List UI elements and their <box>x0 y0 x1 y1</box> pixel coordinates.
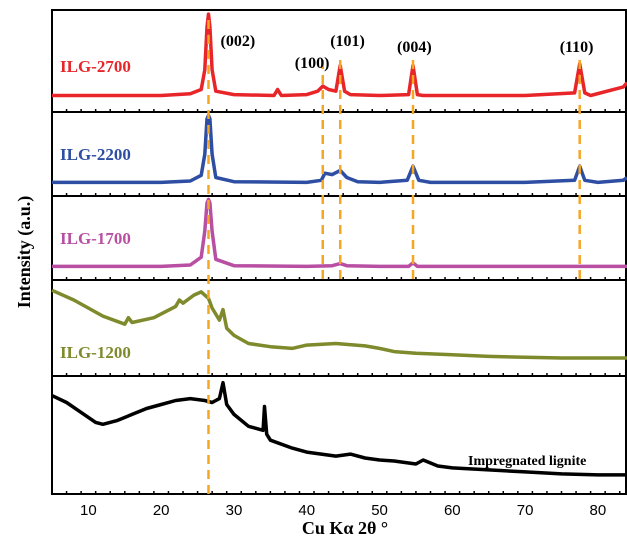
x-tick-label: 70 <box>517 502 534 519</box>
series-line <box>52 113 627 185</box>
peak-label: (110) <box>560 39 594 56</box>
peak-label: (002) <box>220 33 255 50</box>
y-axis-title: Intensity (a.u.) <box>14 196 35 309</box>
x-tick-label: 30 <box>226 502 243 519</box>
series-line <box>51 380 627 477</box>
x-tick-label: 10 <box>80 502 97 519</box>
series-label: ILG-2200 <box>60 145 131 164</box>
panel-4: ILG-1200 <box>51 279 627 377</box>
x-axis-title: Cu Kα 2θ ° <box>302 518 388 538</box>
peak-label: (101) <box>330 33 365 50</box>
series-line <box>52 12 627 98</box>
reference-lines <box>207 20 581 494</box>
series-label: ILG-1700 <box>60 229 131 248</box>
panel-5: Impregnated lignite <box>51 375 627 495</box>
peak-labels: (002) (100)(101) (004) (110) <box>220 33 593 72</box>
series-label: ILG-2700 <box>60 57 131 76</box>
series-label: Impregnated lignite <box>468 454 586 469</box>
series-line <box>52 197 627 269</box>
x-tick-label: 20 <box>153 502 170 519</box>
x-axis-ticks: 10 20 30 40 50 60 70 80 <box>80 502 606 519</box>
panel-3: ILG-1700 <box>51 195 627 281</box>
x-tick-label: 60 <box>444 502 461 519</box>
x-tick-label: 80 <box>590 502 607 519</box>
x-tick-label: 40 <box>298 502 315 519</box>
series-label: ILG-1200 <box>60 343 131 362</box>
panel-frame <box>51 279 627 377</box>
panel-frame <box>51 375 627 495</box>
series-line <box>51 288 627 360</box>
peak-label: (004) <box>397 39 432 56</box>
x-tick-label: 50 <box>371 502 388 519</box>
peak-label: (100) <box>295 55 330 72</box>
